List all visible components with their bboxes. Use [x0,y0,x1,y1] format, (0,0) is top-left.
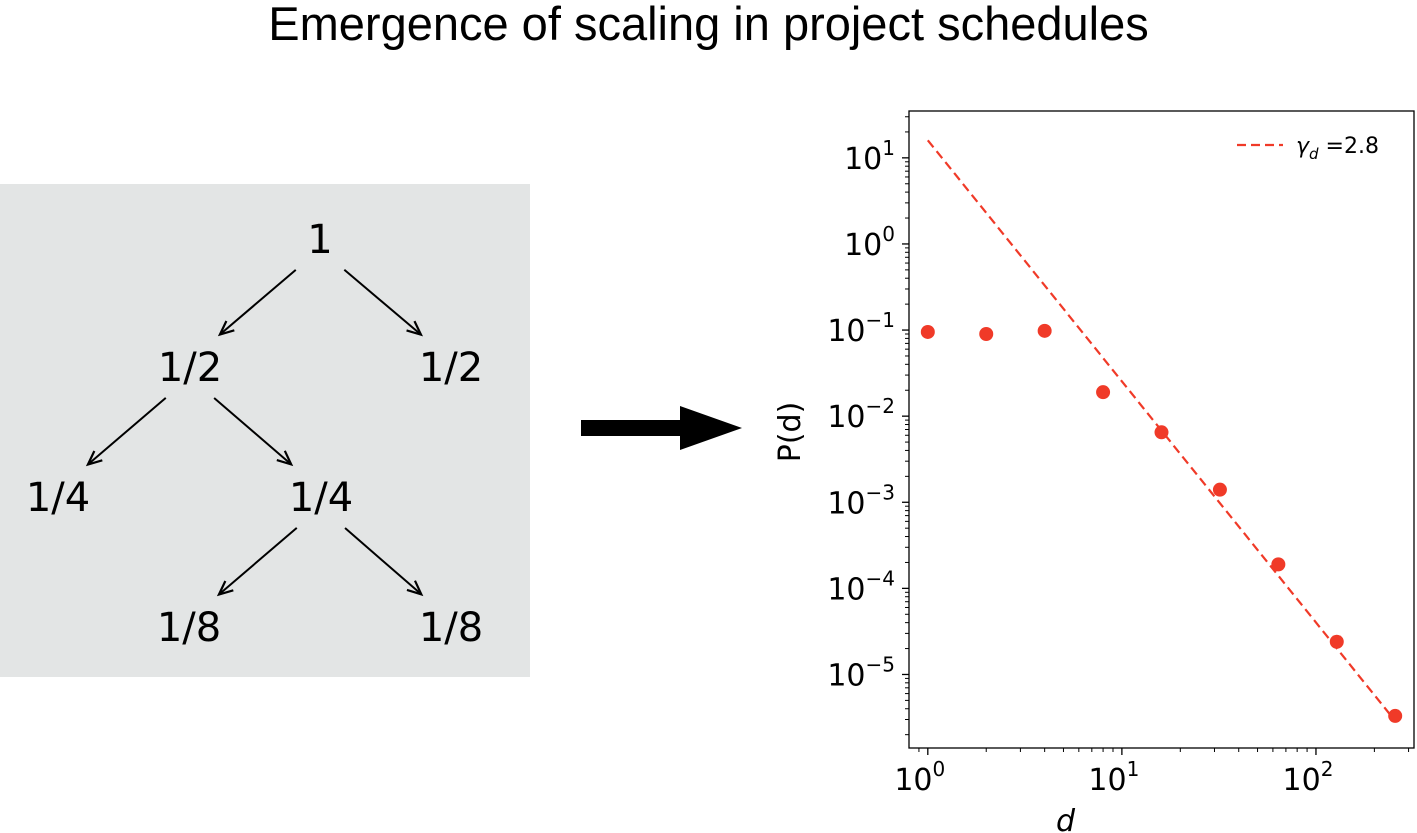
y-tick-label: 10−2 [827,394,895,435]
y-axis-label: P(d) [773,402,808,463]
x-axis-label: d [1056,804,1076,833]
data-point [1212,482,1227,497]
legend-label: γd =2.8 [1296,134,1379,163]
data-point [979,326,994,341]
tree-edge-arrow [216,527,298,597]
tree-edge-arrow [85,397,167,467]
x-tick-label: 100 [894,757,945,798]
minor-ticks [905,116,1410,752]
tree-node-l3-right: 1/8 [418,605,484,651]
data-point [1154,425,1169,440]
data-point [1096,385,1111,400]
data-point [1388,708,1403,723]
x-tick-label: 101 [1088,757,1139,798]
y-tick-label: 101 [844,136,895,177]
tree-edge-arrow [344,527,424,597]
y-tick-label: 100 [844,222,895,263]
y-tick-label: 10−4 [827,566,895,607]
data-point [1271,557,1286,572]
y-tick-label: 10−5 [827,652,895,693]
tree-edge-arrow [343,268,424,337]
y-tick-label: 10−3 [827,480,895,521]
tree-arrows [85,268,424,597]
data-point [1037,323,1052,338]
tree-node-l2-left: 1/4 [25,475,91,521]
data-point [920,324,935,339]
tree-edge-arrow [217,269,297,337]
page-title: Emergence of scaling in project schedule… [268,0,1149,50]
tree-diagram-panel: 1 1/2 1/2 1/4 1/4 1/8 1/8 [0,184,530,677]
y-tick-label: 10−1 [827,308,895,349]
tree-node-root: 1 [307,217,333,263]
tree-edge-arrow [213,397,294,467]
legend: γd =2.8 [1237,134,1379,163]
data-point [1329,634,1344,649]
x-tick-label: 102 [1283,757,1334,798]
tree-node-l1-right: 1/2 [418,345,484,391]
tree-node-l1-left: 1/2 [157,345,223,391]
tree-node-l3-left: 1/8 [156,605,222,651]
tree-node-l2-right: 1/4 [288,475,354,521]
